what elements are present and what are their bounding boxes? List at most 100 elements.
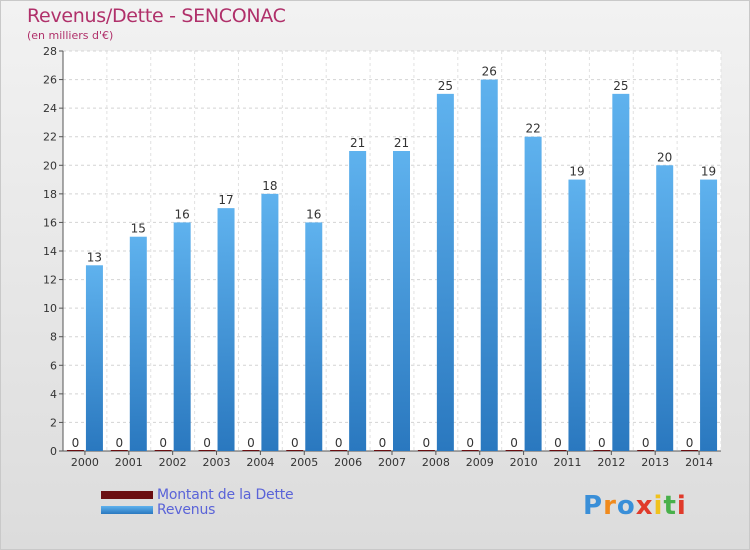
- logo-letter: o: [616, 491, 636, 521]
- data-label-revenus: 17: [218, 193, 233, 207]
- legend-item-revenus: Revenus: [101, 501, 293, 518]
- bar-revenus: [85, 265, 103, 451]
- legend-swatch-revenus: [101, 505, 153, 514]
- y-tick-label: 14: [43, 245, 57, 258]
- data-label-revenus: 21: [394, 136, 409, 150]
- proxiti-logo: Proxiti: [583, 491, 687, 521]
- bar-revenus: [173, 222, 191, 451]
- bar-dette: [110, 450, 128, 451]
- legend-swatch-dette: [101, 490, 153, 499]
- y-tick-label: 28: [43, 45, 57, 58]
- data-label-dette: 0: [642, 436, 650, 450]
- data-label-revenus: 22: [525, 122, 540, 136]
- legend-item-dette: Montant de la Dette: [101, 486, 294, 503]
- bar-revenus: [393, 151, 410, 451]
- data-label-revenus: 18: [262, 179, 277, 193]
- y-tick-label: 4: [50, 388, 57, 401]
- logo-letter: P: [583, 491, 604, 521]
- x-tick-label: 2008: [422, 456, 450, 469]
- bar-revenus: [480, 79, 498, 452]
- y-tick-label: 16: [43, 216, 57, 229]
- bar-dette: [198, 450, 216, 451]
- y-tick-label: 8: [50, 331, 57, 344]
- legend-label-dette: Montant de la Dette: [157, 486, 294, 503]
- bar-revenus: [612, 93, 630, 451]
- data-label-revenus: 25: [438, 79, 453, 93]
- bar-revenus: [656, 165, 674, 452]
- bar-revenus: [700, 179, 718, 452]
- bar-revenus: [568, 179, 586, 452]
- data-label-dette: 0: [598, 436, 606, 450]
- y-tick-label: 20: [43, 159, 57, 172]
- bar-revenus: [129, 236, 147, 451]
- bar-dette: [637, 450, 655, 451]
- logo-letter: i: [676, 491, 687, 521]
- data-label-dette: 0: [466, 436, 474, 450]
- bar-revenus: [305, 222, 323, 451]
- bar-revenus: [217, 208, 235, 451]
- bar-dette: [461, 450, 479, 451]
- chart-subtitle: (en milliers d'€): [27, 29, 114, 42]
- data-label-revenus: 26: [482, 65, 497, 79]
- x-tick-label: 2003: [203, 456, 231, 469]
- bar-dette: [154, 450, 172, 451]
- bar-dette: [374, 450, 391, 451]
- legend-label-revenus: Revenus: [157, 501, 216, 518]
- x-tick-label: 2009: [466, 456, 494, 469]
- data-label-dette: 0: [686, 436, 694, 450]
- bar-revenus: [349, 151, 367, 451]
- bar-dette: [286, 450, 304, 451]
- logo-letter: r: [603, 491, 617, 521]
- bar-revenus: [436, 93, 454, 451]
- y-tick-label: 22: [43, 131, 57, 144]
- bar-revenus: [524, 136, 542, 451]
- y-tick-label: 6: [50, 359, 57, 372]
- data-label-dette: 0: [247, 436, 255, 450]
- x-tick-label: 2006: [334, 456, 362, 469]
- x-tick-label: 2012: [597, 456, 625, 469]
- data-label-dette: 0: [554, 436, 562, 450]
- data-label-dette: 0: [115, 436, 123, 450]
- y-tick-label: 10: [43, 302, 57, 315]
- x-tick-label: 2013: [641, 456, 669, 469]
- y-tick-label: 12: [43, 274, 57, 287]
- data-label-dette: 0: [379, 436, 387, 450]
- bar-dette: [330, 450, 348, 451]
- x-tick-label: 2004: [246, 456, 274, 469]
- data-label-revenus: 21: [350, 136, 365, 150]
- x-tick-label: 2010: [510, 456, 538, 469]
- y-tick-label: 18: [43, 188, 57, 201]
- data-label-revenus: 20: [657, 150, 672, 164]
- bar-revenus: [261, 193, 279, 451]
- x-tick-label: 2001: [115, 456, 143, 469]
- bar-dette: [505, 450, 523, 451]
- x-tick-label: 2011: [553, 456, 581, 469]
- y-tick-label: 24: [43, 102, 57, 115]
- data-label-dette: 0: [291, 436, 299, 450]
- bar-dette: [417, 450, 435, 451]
- data-label-revenus: 13: [87, 250, 102, 264]
- data-label-revenus: 15: [131, 222, 146, 236]
- y-tick-label: 26: [43, 74, 57, 87]
- data-label-dette: 0: [423, 436, 431, 450]
- logo-letter: i: [653, 491, 664, 521]
- data-label-dette: 0: [335, 436, 343, 450]
- logo-letter: x: [635, 491, 654, 521]
- y-tick-label: 0: [50, 445, 57, 458]
- data-label-revenus: 16: [306, 207, 321, 221]
- data-label-revenus: 19: [569, 165, 584, 179]
- bar-dette: [549, 450, 567, 451]
- y-tick-label: 2: [50, 416, 57, 429]
- data-label-revenus: 19: [701, 165, 716, 179]
- x-tick-label: 2002: [159, 456, 187, 469]
- data-label-revenus: 16: [175, 207, 190, 221]
- bar-dette: [681, 450, 699, 451]
- x-tick-label: 2007: [378, 456, 406, 469]
- bar-dette: [593, 450, 611, 451]
- data-label-dette: 0: [203, 436, 211, 450]
- data-label-dette: 0: [72, 436, 80, 450]
- legend: Montant de la Dette Revenus: [101, 486, 294, 518]
- bar-dette: [66, 450, 84, 451]
